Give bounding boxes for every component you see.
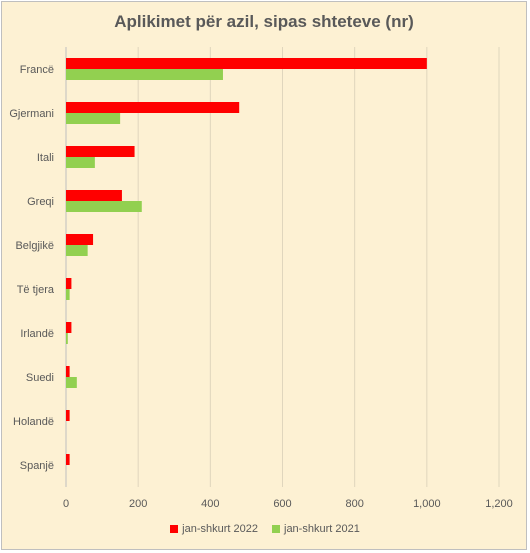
category-label: Të tjera [17,284,55,296]
bar-2021 [66,113,121,124]
category-label: Francë [20,64,54,76]
category-label: Spanjë [20,460,54,472]
bar-2022 [66,278,72,289]
legend-item-2022: jan-shkurt 2022 [170,523,258,535]
category-label: Belgjikë [15,240,54,252]
bar-2021 [66,201,142,212]
x-tick-label: 0 [63,498,69,510]
legend: jan-shkurt 2022 jan-shkurt 2021 [0,523,530,535]
bar-2022 [66,410,70,421]
bar-2021 [66,377,77,388]
category-label: Itali [37,152,54,164]
bar-2021 [66,289,70,300]
x-tick-label: 600 [273,498,291,510]
x-tick-label: 400 [201,498,219,510]
x-tick-label: 1,000 [413,498,441,510]
legend-label-2021: jan-shkurt 2021 [284,523,360,535]
bar-2022 [66,146,135,157]
bar-2022 [66,234,94,245]
legend-item-2021: jan-shkurt 2021 [272,523,360,535]
category-label: Suedi [26,372,54,384]
category-label: Irlandë [20,328,54,340]
bar-2022 [66,366,70,377]
legend-label-2022: jan-shkurt 2022 [182,523,258,535]
x-tick-label: 1,200 [485,498,513,510]
bar-2021 [66,245,88,256]
x-tick-label: 800 [345,498,363,510]
bar-2022 [66,58,427,69]
category-label: Holandë [13,416,54,428]
bar-2021 [66,333,68,344]
bar-2022 [66,454,70,465]
chart-title: Aplikimet për azil, sipas shteteve (nr) [114,12,414,31]
bar-2021 [66,157,95,168]
bar-2022 [66,322,72,333]
bar-2021 [66,69,223,80]
category-label: Gjermani [9,108,54,120]
bar-2022 [66,102,240,113]
x-tick-label: 200 [129,498,147,510]
legend-swatch-2022 [170,525,179,533]
category-label: Greqi [27,196,54,208]
legend-swatch-2021 [272,525,280,533]
bar-2022 [66,190,122,201]
